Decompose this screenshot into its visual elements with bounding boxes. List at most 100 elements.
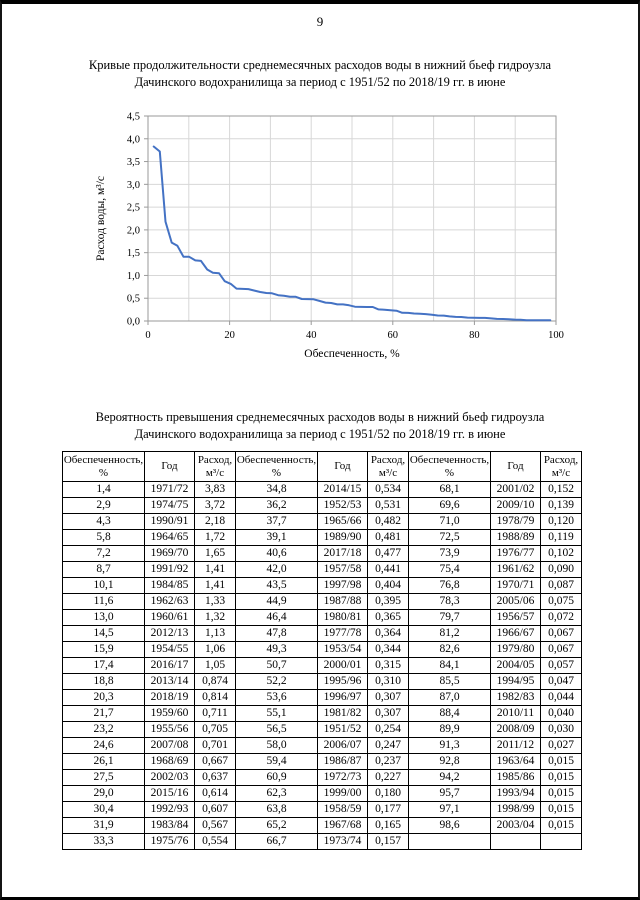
table-cell: 1962/63 [144, 593, 195, 610]
table-cell: 0,567 [194, 817, 236, 834]
table-row: 23,2 1955/56 0,705 56,5 1951/52 0,254 89,9 2008… [62, 721, 582, 738]
table-cell [540, 833, 582, 850]
table-cell: 0,711 [194, 705, 236, 722]
header-cell: Расход, м³/с [540, 451, 582, 482]
svg-text:100: 100 [548, 330, 564, 341]
table-cell: 1953/54 [317, 641, 368, 658]
table-cell: 66,7 [235, 833, 318, 850]
table-cell: 1989/90 [317, 529, 368, 546]
table-cell: 1973/74 [317, 833, 368, 850]
header-cell: Обеспеченность, % [235, 451, 318, 482]
table-cell: 1955/56 [144, 721, 195, 738]
table-cell: 1983/84 [144, 817, 195, 834]
table-cell: 43,5 [235, 577, 318, 594]
table-cell: 1984/85 [144, 577, 195, 594]
table-cell: 0,344 [367, 641, 409, 658]
table-cell: 72,5 [408, 529, 491, 546]
table-cell: 84,1 [408, 657, 491, 674]
table-row: 7,2 1969/70 1,65 40,6 2017/18 0,477 73,9 1976/7… [62, 545, 582, 562]
table-cell: 1,05 [194, 657, 236, 674]
table-cell: 39,1 [235, 529, 318, 546]
table-cell: 1982/83 [490, 689, 541, 706]
table-cell: 1979/80 [490, 641, 541, 658]
chart-y-axis-title: Расход воды, м³/с [95, 176, 107, 261]
table-row: 11,6 1962/63 1,33 44,9 1987/88 0,395 78,3 2005/… [62, 593, 582, 610]
table-cell: 1968/69 [144, 753, 195, 770]
table-cell: 1972/73 [317, 769, 368, 786]
table-cell: 0,315 [367, 657, 409, 674]
svg-text:40: 40 [306, 330, 317, 341]
table-cell: 0,120 [540, 513, 582, 530]
table-cell: 82,6 [408, 641, 491, 658]
table-cell: 2,18 [194, 513, 236, 530]
table-cell: 30,4 [62, 801, 145, 818]
table-cell: 2007/08 [144, 737, 195, 754]
table-cell: 1992/93 [144, 801, 195, 818]
table-cell: 49,3 [235, 641, 318, 658]
table-row: 24,6 2007/08 0,701 58,0 2006/07 0,247 91,3 2011… [62, 737, 582, 754]
table-cell: 1,06 [194, 641, 236, 658]
table-cell: 42,0 [235, 561, 318, 578]
table-cell: 0,027 [540, 737, 582, 754]
table-cell: 0,015 [540, 801, 582, 818]
table-cell: 0,180 [367, 785, 409, 802]
svg-text:20: 20 [224, 330, 235, 341]
table-row: 17,4 2016/17 1,05 50,7 2000/01 0,315 84,1 2004/… [62, 657, 582, 674]
table-cell: 8,7 [62, 561, 145, 578]
table-cell: 1951/52 [317, 721, 368, 738]
table-cell: 0,152 [540, 481, 582, 498]
table-cell: 0,477 [367, 545, 409, 562]
table-cell: 1996/97 [317, 689, 368, 706]
table-cell: 0,057 [540, 657, 582, 674]
table-cell: 0,102 [540, 545, 582, 562]
table-row: 10,1 1984/85 1,41 43,5 1997/98 0,404 76,8 1970/… [62, 577, 582, 594]
header-cell: Расход, м³/с [194, 451, 236, 482]
header-cell: Расход, м³/с [367, 451, 409, 482]
table-cell: 0,237 [367, 753, 409, 770]
svg-text:2,0: 2,0 [127, 225, 140, 236]
table-cell: 0,067 [540, 625, 582, 642]
table-cell: 85,5 [408, 673, 491, 690]
table-cell: 10,1 [62, 577, 145, 594]
table-cell: 1,41 [194, 577, 236, 594]
table-cell: 0,087 [540, 577, 582, 594]
table-cell: 2003/04 [490, 817, 541, 834]
table-row: 21,7 1959/60 0,711 55,1 1981/82 0,307 88,4 2010… [62, 705, 582, 722]
table-cell: 0,015 [540, 769, 582, 786]
chart-title-line-2: Дачинского водохранилища за период с 195… [134, 75, 506, 89]
table-cell: 0,177 [367, 801, 409, 818]
table-cell: 40,6 [235, 545, 318, 562]
table-cell: 0,481 [367, 529, 409, 546]
table-cell: 2004/05 [490, 657, 541, 674]
table-cell: 0,030 [540, 721, 582, 738]
table-cell: 47,8 [235, 625, 318, 642]
table-cell: 0,254 [367, 721, 409, 738]
table-cell: 0,531 [367, 497, 409, 514]
chart-series-line [152, 145, 552, 322]
table-cell: 1964/65 [144, 529, 195, 546]
table-cell: 95,7 [408, 785, 491, 802]
table-header-row: Обеспеченность, % Год Расход, м³/с Обеспече… [62, 451, 582, 482]
table-cell: 11,6 [62, 593, 145, 610]
table-cell: 2005/06 [490, 593, 541, 610]
header-cell: Год [317, 451, 368, 482]
table-cell: 1,13 [194, 625, 236, 642]
table-cell: 0,247 [367, 737, 409, 754]
table-cell: 2,9 [62, 497, 145, 514]
table-cell: 71,0 [408, 513, 491, 530]
table-cell: 31,9 [62, 817, 145, 834]
table-cell: 1,65 [194, 545, 236, 562]
chart-plot-border [147, 115, 557, 322]
table-row: 33,3 1975/76 0,554 66,7 1973/74 0,157 [62, 833, 582, 850]
table-cell: 1956/57 [490, 609, 541, 626]
table-cell: 65,2 [235, 817, 318, 834]
table-cell: 55,1 [235, 705, 318, 722]
table-cell: 0,307 [367, 689, 409, 706]
table-cell: 0,534 [367, 481, 409, 498]
table-cell: 1995/96 [317, 673, 368, 690]
chart-x-tick-labels: 0 20 40 60 80 100 [145, 330, 564, 341]
table-row: 14,5 2012/13 1,13 47,8 1977/78 0,364 81,2 1966/… [62, 625, 582, 642]
table-cell: 91,3 [408, 737, 491, 754]
chart-gridlines [148, 116, 556, 321]
table-cell: 3,72 [194, 497, 236, 514]
